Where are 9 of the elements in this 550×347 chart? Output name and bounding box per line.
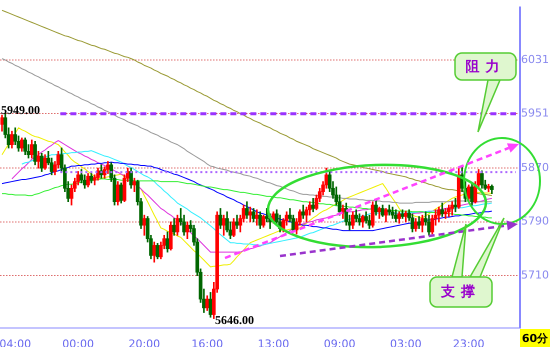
annotation: 5646.00 bbox=[215, 312, 255, 327]
annotation: 5949.00 bbox=[1, 102, 41, 117]
annotation: 支撑 bbox=[430, 277, 492, 307]
y-tick-label: 5951. bbox=[521, 106, 550, 120]
annotation: 阻力 bbox=[455, 53, 516, 80]
y-tick-label: 5790. bbox=[521, 214, 550, 228]
text: 60分 bbox=[520, 329, 550, 347]
y-tick-label: 5710. bbox=[521, 268, 550, 282]
y-tick-label: 6031. bbox=[521, 52, 550, 66]
